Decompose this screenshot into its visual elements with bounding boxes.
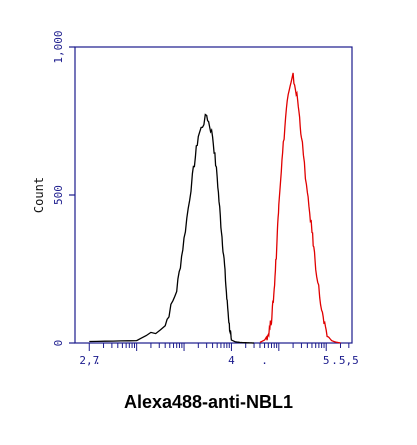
x-tick-label: . — [261, 354, 268, 367]
x-tick-label: . — [331, 354, 338, 367]
x-tick-label: 5 — [323, 354, 330, 367]
plot-frame — [74, 46, 353, 344]
x-tick-label: 2,7 — [79, 354, 99, 367]
x-tick-label: . — [94, 354, 101, 367]
y-axis-title: Count — [32, 177, 46, 213]
x-tick-label: 4 — [228, 354, 235, 367]
y-tick-label: 0 — [52, 340, 65, 347]
y-tick-label: 500 — [52, 185, 65, 205]
y-tick-label: 1,000 — [52, 30, 65, 63]
plot-area — [74, 46, 353, 344]
x-tick-label: 5,5 — [339, 354, 359, 367]
y-axis: 0 500 1,000 — [52, 30, 75, 346]
x-axis-title: Alexa488-anti-NBL1 — [123, 392, 294, 412]
series-control-line — [89, 113, 254, 344]
series-layer — [89, 72, 341, 344]
x-axis: 2,7. 4. 5. 5,5 — [79, 343, 359, 367]
series-stained-line — [259, 72, 341, 344]
